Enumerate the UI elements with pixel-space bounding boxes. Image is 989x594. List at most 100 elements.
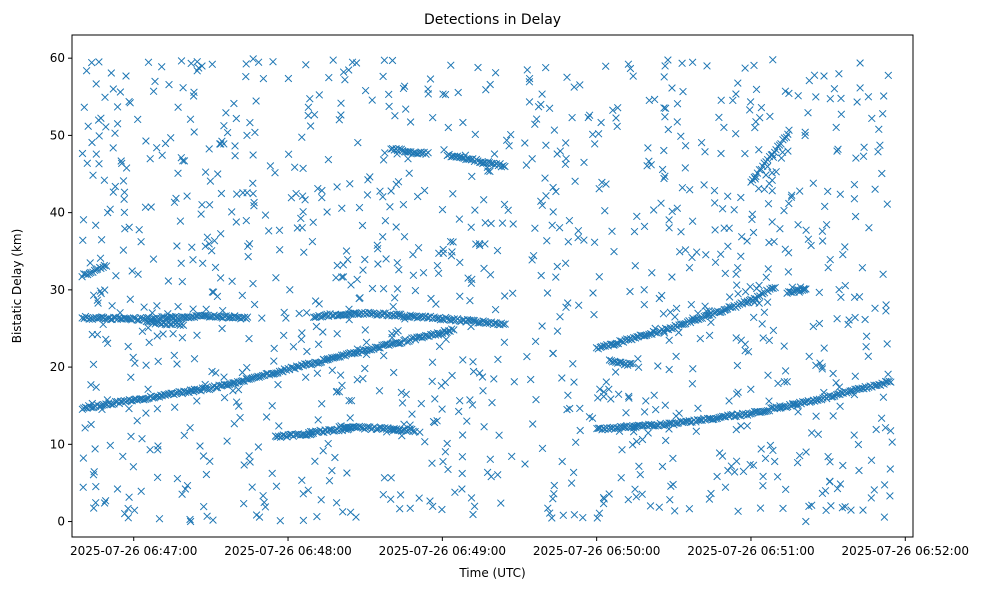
scatter-point [202, 305, 210, 314]
scatter-point [96, 287, 105, 295]
scatter-point [658, 165, 667, 174]
scatter-point [729, 96, 737, 105]
scatter-point [537, 197, 545, 206]
scatter-point [359, 374, 367, 383]
scatter-point [120, 208, 129, 217]
scatter-point [336, 371, 345, 379]
scatter-point [245, 240, 254, 248]
scatter-point [434, 269, 443, 278]
scatter-point [862, 342, 870, 351]
scatter-point [787, 193, 796, 201]
scatter-point [564, 391, 572, 400]
x-tick-label: 2025-07-26 06:47:00 [70, 544, 197, 558]
scatter-point [692, 427, 701, 436]
scatter-point [528, 256, 536, 264]
scatter-point [469, 510, 477, 519]
scatter-point [638, 490, 646, 499]
scatter-point [301, 373, 310, 381]
scatter-point [87, 58, 96, 67]
scatter-point [732, 334, 740, 342]
scatter-point [384, 90, 393, 99]
scatter-point [826, 255, 834, 264]
scatter-point [766, 112, 774, 121]
scatter-point [102, 123, 110, 131]
scatter-point [353, 345, 362, 353]
scatter-point [246, 118, 254, 127]
scatter-point [459, 118, 467, 127]
scatter-point [220, 121, 228, 130]
scatter-point [640, 300, 649, 309]
scatter-point [574, 301, 583, 309]
scatter-point [642, 397, 650, 405]
scatter-point [164, 277, 173, 285]
scatter-point [565, 216, 574, 225]
scatter-point [737, 232, 746, 241]
scatter-point [146, 154, 154, 163]
scatter-point [389, 302, 397, 311]
scatter-point [888, 438, 896, 446]
scatter-point [816, 359, 824, 367]
scatter-point [588, 414, 597, 422]
scatter-point [447, 325, 456, 333]
scatter-point [610, 341, 618, 349]
scatter-point [275, 422, 283, 430]
scatter-point [220, 393, 229, 402]
scatter-point [223, 437, 231, 445]
scatter-point [876, 141, 884, 149]
scatter-point [230, 312, 239, 320]
scatter-point [444, 465, 452, 474]
scatter-point [87, 268, 95, 277]
scatter-point [505, 142, 513, 150]
scatter-point [702, 251, 710, 259]
scatter-point [559, 511, 568, 520]
scatter-point [213, 170, 222, 178]
scatter-point [193, 397, 201, 405]
scatter-point [269, 57, 277, 66]
scatter-point [133, 115, 142, 124]
scatter-point [438, 405, 446, 413]
scatter-point [148, 309, 157, 317]
scatter-point [289, 342, 298, 351]
scatter-point [298, 192, 307, 200]
scatter-point [732, 270, 740, 278]
scatter-point [193, 331, 201, 340]
scatter-point [89, 171, 97, 179]
scatter-point [609, 106, 617, 115]
scatter-point [153, 404, 162, 413]
scatter-point [111, 129, 119, 137]
scatter-point [696, 314, 705, 323]
scatter-point [820, 344, 828, 352]
scatter-point [199, 502, 208, 511]
scatter-point [359, 346, 368, 355]
scatter-point [812, 361, 820, 370]
scatter-point [239, 189, 247, 197]
scatter-point [882, 301, 890, 309]
scatter-point [689, 365, 697, 373]
scatter-point [177, 259, 185, 268]
scatter-point [133, 416, 141, 425]
scatter-point [149, 87, 158, 96]
scatter-point [198, 384, 207, 392]
scatter-point [584, 113, 593, 122]
scatter-point [388, 312, 396, 320]
scatter-point [113, 103, 122, 111]
scatter-point [732, 390, 741, 398]
scatter-point [435, 342, 444, 351]
scatter-point [785, 199, 793, 208]
scatter-point [807, 429, 816, 437]
scatter-point [145, 338, 153, 347]
scatter-point [645, 330, 653, 339]
scatter-point [809, 322, 818, 331]
scatter-point [153, 473, 162, 482]
scatter-point [398, 399, 407, 407]
scatter-point [836, 190, 845, 198]
scatter-point [117, 159, 126, 168]
scatter-point [665, 365, 673, 374]
scatter-point [474, 319, 482, 327]
scatter-point [545, 509, 554, 517]
scatter-point [269, 370, 277, 378]
scatter-point [733, 361, 742, 370]
scatter-point [776, 402, 784, 410]
scatter-point [298, 476, 306, 485]
